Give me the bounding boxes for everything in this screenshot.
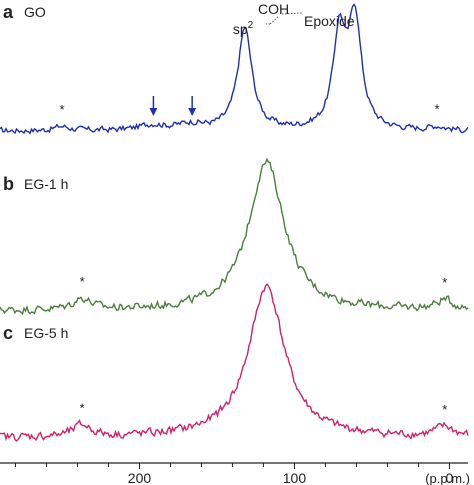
x-axis: 200 100 0(p.p.m.) (0, 462, 470, 485)
panel-b: b EG-1 h * * (0, 157, 469, 316)
panel-name-c: EG-5 h (24, 325, 68, 341)
asterisk-marker: * (442, 275, 447, 290)
panel-letter-a: a (3, 2, 14, 22)
spectrum-line-a (0, 3, 469, 135)
x-tick-label: 100 (283, 470, 307, 485)
panel-letter-b: b (3, 174, 14, 194)
panel-name-b: EG-1 h (24, 176, 68, 192)
asterisk-marker: * (434, 102, 439, 117)
spectrum-line-c (0, 282, 469, 442)
peak-label-coh: COH (258, 1, 289, 17)
spectrum-line-b (0, 157, 469, 316)
epoxide-leader (281, 12, 303, 15)
asterisk-marker: * (80, 274, 85, 289)
x-axis-unit: (p.p.m.) (425, 471, 470, 485)
arrow-marker (188, 96, 197, 116)
asterisk-marker: * (80, 400, 85, 415)
asterisk-marker: * (442, 402, 447, 417)
coh-leader (269, 16, 279, 25)
peak-label-epoxide: Epoxide (304, 13, 355, 29)
peak-label-sp2: sp2 (233, 20, 254, 37)
panel-c: c EG-5 h * * (0, 282, 469, 442)
x-tick-label: 0 (446, 470, 454, 485)
asterisk-marker: * (59, 102, 64, 117)
arrow-marker (149, 96, 158, 116)
panel-name-a: GO (24, 4, 46, 20)
panel-letter-c: c (3, 323, 13, 343)
x-tick-label: 200 (128, 470, 152, 485)
